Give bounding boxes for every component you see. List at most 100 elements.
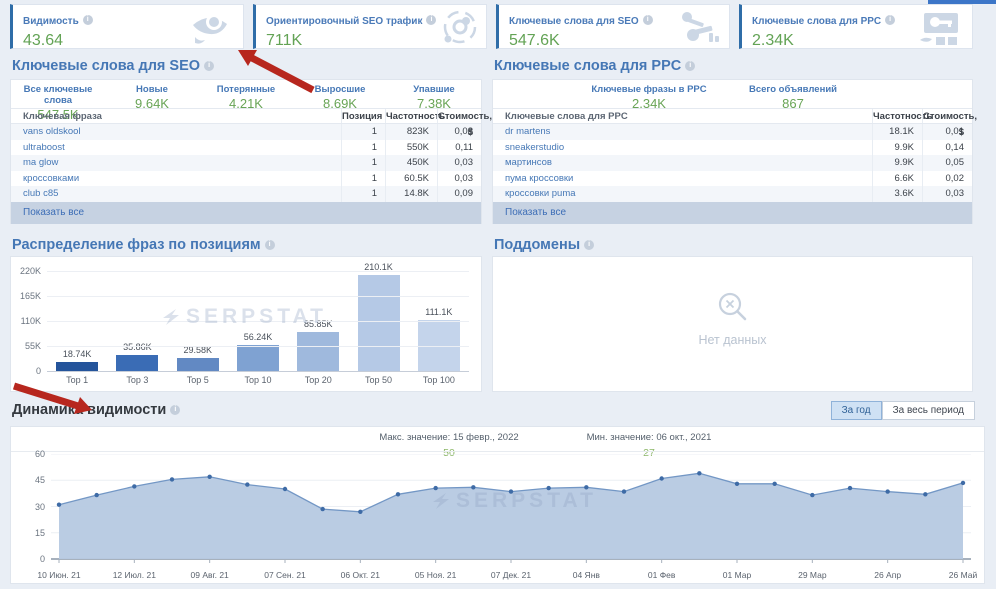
x-tick-label: 09 Авг. 21 (190, 570, 229, 580)
column-header[interactable]: Позиция (341, 109, 385, 123)
data-point[interactable] (433, 485, 438, 491)
info-icon[interactable]: i (170, 405, 181, 416)
keyword-link[interactable]: ultraboost (23, 141, 65, 153)
metric-all-keywords[interactable]: Все ключевые слова 547.5K (11, 84, 105, 122)
data-point[interactable] (207, 474, 212, 479)
data-point[interactable] (621, 489, 627, 494)
data-point[interactable] (94, 492, 99, 498)
bar-top-10[interactable]: 56.24K Top 10 (228, 271, 288, 385)
data-point[interactable] (508, 489, 514, 494)
distribution-section-title: Распределение фраз по позициям i (12, 237, 275, 253)
metric-label: Ключевые фразы в PPC (591, 84, 707, 95)
info-icon[interactable]: i (82, 14, 93, 25)
period-all-button[interactable]: За весь период (881, 401, 975, 420)
position-cell: 1 (341, 170, 385, 187)
metric-new[interactable]: Новые 9.64K (105, 84, 199, 111)
column-header[interactable]: Ключевая фраза (23, 111, 102, 122)
column-header[interactable]: Частотность (385, 109, 446, 123)
data-point[interactable] (885, 489, 890, 494)
data-point[interactable] (471, 485, 476, 490)
gridline (47, 296, 469, 297)
max-label: Макс. значение: 15 февр., 2022 (379, 432, 519, 443)
show-all-button[interactable]: Показать все (11, 201, 481, 224)
metric-declined[interactable]: Упавшие 7.38K (387, 84, 481, 111)
column-header[interactable]: Частотность (872, 109, 933, 123)
bar[interactable] (417, 320, 460, 371)
period-year-button[interactable]: За год (830, 401, 882, 420)
data-point[interactable] (358, 509, 363, 514)
card-seo-keywords[interactable]: Ключевые слова для SEO i 547.6K (496, 4, 730, 49)
bar[interactable] (176, 358, 219, 371)
data-point[interactable] (734, 481, 740, 486)
card-visibility[interactable]: Видимость i 43.64 (10, 4, 244, 49)
table-row[interactable]: кроссовками 1 60.5K 0,03 (11, 170, 481, 187)
area-chart[interactable] (51, 454, 971, 566)
info-icon[interactable]: i (685, 61, 696, 72)
keyword-link[interactable]: club c85 (23, 188, 59, 200)
table-row[interactable]: vans oldskool 1 823K 0,08 (11, 124, 481, 140)
data-point[interactable] (546, 485, 551, 491)
data-point[interactable] (56, 502, 62, 507)
data-point[interactable] (697, 471, 702, 476)
keyword-link[interactable]: мартинсов (505, 157, 552, 169)
bar-top-1[interactable]: 18.74K Top 1 (47, 271, 107, 385)
table-row[interactable]: кроссовки puma 3.6K 0,03 (493, 186, 972, 202)
show-all-button[interactable]: Показать все (493, 201, 972, 224)
bar-top-3[interactable]: 35.86K Top 3 (107, 271, 167, 385)
table-row[interactable]: dr martens 18.1K 0,01 (493, 124, 972, 140)
data-point[interactable] (169, 477, 175, 482)
data-point[interactable] (772, 481, 777, 486)
table-row[interactable]: club c85 1 14.8K 0,09 (11, 186, 481, 202)
bar-top-100[interactable]: 111.1K Top 100 (409, 271, 469, 385)
bar[interactable] (56, 362, 99, 371)
keyword-link[interactable]: пума кроссовки (505, 172, 574, 184)
table-row[interactable]: ultraboost 1 550K 0,11 (11, 139, 481, 156)
info-icon[interactable]: i (264, 240, 275, 251)
data-point[interactable] (245, 482, 250, 487)
bar[interactable] (357, 275, 400, 371)
column-header[interactable]: Ключевые слова для PPC (505, 111, 628, 122)
table-row[interactable]: ma glow 1 450K 0,03 (11, 155, 481, 171)
data-point[interactable] (282, 486, 288, 492)
data-point[interactable] (132, 484, 137, 489)
card-seo-traffic[interactable]: Ориентировочный SEO трафик i 711K (253, 4, 487, 49)
volume-cell: 60.5K (385, 170, 437, 187)
bar-top-5[interactable]: 29.58K Top 5 (168, 271, 228, 385)
metric-improved[interactable]: Выросшие 8.69K (293, 84, 387, 111)
bar-top-50[interactable]: 210.1K Top 50 (348, 262, 408, 385)
data-point[interactable] (320, 506, 325, 512)
table-row[interactable]: sneakerstudio 9.9K 0,14 (493, 139, 972, 156)
bar-top-20[interactable]: 85.85K Top 20 (288, 271, 348, 385)
data-point[interactable] (659, 476, 664, 481)
info-icon[interactable]: i (885, 14, 896, 25)
table-row[interactable]: мартинсов 9.9K 0,05 (493, 155, 972, 171)
data-point[interactable] (810, 492, 815, 498)
data-point[interactable] (960, 480, 966, 486)
data-point[interactable] (847, 485, 853, 491)
metric-lost[interactable]: Потерянные 4.21K (199, 84, 293, 111)
bar[interactable] (116, 355, 159, 371)
cost-cell: 0,11 (437, 139, 481, 156)
metric-ppc-phrases[interactable]: Ключевые фразы в PPC 2.34K (559, 84, 739, 111)
bar[interactable] (297, 332, 340, 371)
info-icon[interactable]: i (426, 14, 437, 25)
keyword-link[interactable]: dr martens (505, 126, 551, 137)
column-header[interactable]: Стоимость, $ (437, 109, 493, 138)
keyword-link[interactable]: sneakerstudio (505, 141, 565, 153)
keyword-link[interactable]: vans oldskool (23, 126, 81, 137)
data-point[interactable] (923, 492, 928, 497)
info-icon[interactable]: i (642, 14, 653, 25)
data-point[interactable] (395, 492, 401, 497)
column-header[interactable]: Стоимость, $ (922, 109, 978, 138)
metric-total-ads[interactable]: Всего объявлений 867 (703, 84, 883, 111)
bar[interactable] (236, 345, 279, 371)
table-row[interactable]: пума кроссовки 6.6K 0,02 (493, 170, 972, 187)
info-icon[interactable]: i (584, 240, 595, 251)
card-ppc-keywords[interactable]: Ключевые слова для PPC i 2.34K (739, 4, 973, 49)
info-icon[interactable]: i (204, 61, 215, 72)
keyword-link[interactable]: ma glow (23, 157, 59, 169)
card-title: Ориентировочный SEO трафик (266, 16, 423, 27)
keyword-link[interactable]: кроссовками (23, 172, 80, 184)
data-point[interactable] (584, 485, 589, 490)
keyword-link[interactable]: кроссовки puma (505, 188, 576, 200)
